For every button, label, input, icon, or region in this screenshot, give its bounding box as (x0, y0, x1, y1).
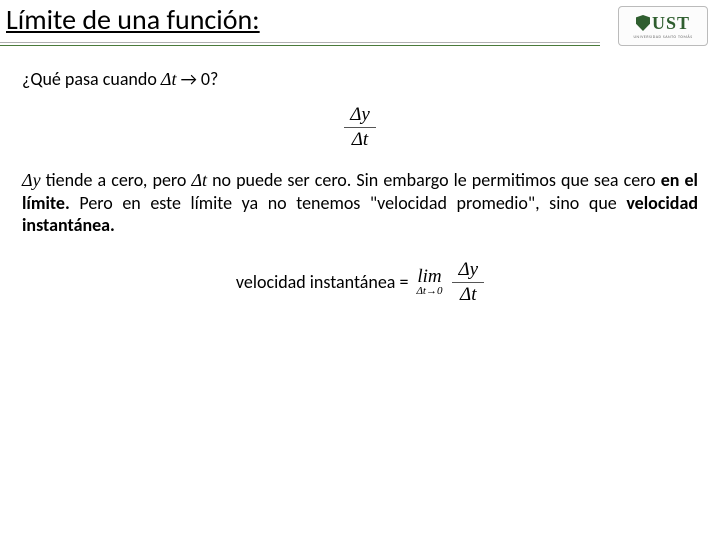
limit-symbol: lim Δt→0 (416, 267, 442, 297)
q-var: Δt (161, 69, 177, 89)
slide-content: ¿Qué pasa cuando Δt → 0? Δy Δt Δy tiende… (0, 68, 720, 306)
q-suffix: → 0? (177, 68, 219, 90)
explanation-paragraph: Δy tiende a cero, pero Δt no puede ser c… (22, 169, 698, 237)
slide-header: Límite de una función: UST UNIVERSIDAD S… (0, 0, 720, 60)
vel-fraction: Δy Δt (452, 259, 484, 306)
p-t2: tiende a cero, pero (41, 169, 192, 191)
p-dt: Δt (191, 170, 207, 190)
velocity-equation: velocidad instantánea = lim Δt→0 Δy Δt (22, 259, 698, 306)
question-line: ¿Qué pasa cuando Δt → 0? (22, 68, 698, 90)
p-t6: Pero en este límite ya no tenemos "veloc… (70, 192, 627, 214)
p-dy: Δy (22, 170, 41, 190)
lim-bot: Δt→0 (416, 286, 442, 297)
vel-den: Δt (454, 284, 482, 306)
vel-label: velocidad instantánea = (236, 271, 409, 293)
frac-den: Δt (346, 129, 374, 151)
logo-text: UST (652, 13, 690, 34)
logo-subtitle: UNIVERSIDAD SANTO TOMÁS (633, 35, 692, 40)
page-title: Límite de una función: (6, 2, 260, 37)
vel-num: Δy (452, 259, 484, 281)
frac-num: Δy (344, 104, 376, 126)
lim-top: lim (417, 267, 441, 286)
fraction-display: Δy Δt (22, 104, 698, 151)
header-rule (0, 42, 720, 48)
shield-icon (636, 15, 650, 31)
p-t4: no puede ser cero. Sin embargo le permit… (207, 169, 661, 191)
q-prefix: ¿Qué pasa cuando (22, 68, 161, 90)
ust-logo: UST UNIVERSIDAD SANTO TOMÁS (618, 6, 708, 46)
